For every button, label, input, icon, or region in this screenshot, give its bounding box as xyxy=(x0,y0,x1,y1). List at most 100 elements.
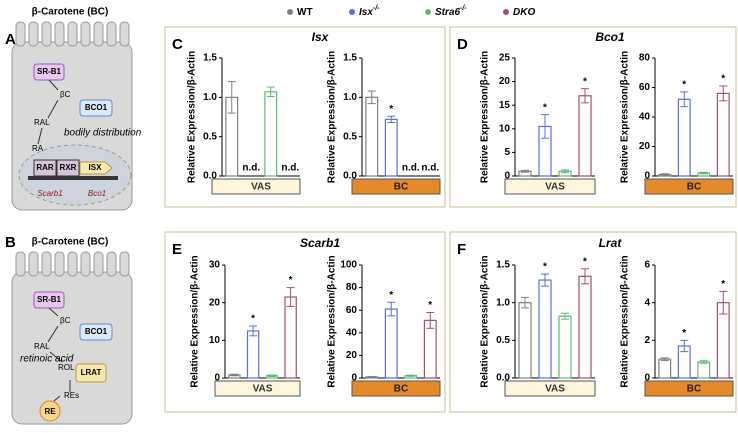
y-tick-label: 4 xyxy=(644,297,650,308)
y-tick-label: 25 xyxy=(499,53,511,64)
label: retinoic acid xyxy=(20,354,74,365)
bar xyxy=(578,95,592,177)
label: βC xyxy=(60,316,71,325)
y-tick-label: 0.5 xyxy=(496,335,510,346)
annotation: * xyxy=(682,80,686,91)
error-bar xyxy=(406,374,415,377)
label: bodily distribution xyxy=(64,128,142,139)
y-tick-label: 20 xyxy=(639,141,651,152)
annotation: n.d. xyxy=(421,163,439,174)
y-tick-label: 1.5 xyxy=(496,260,510,271)
error-bar xyxy=(581,88,589,104)
y-tick-label: 0 xyxy=(644,373,650,384)
error-bar xyxy=(561,312,569,320)
error-bar xyxy=(660,173,669,176)
annotation: n.d. xyxy=(281,163,299,174)
y-axis-label: Relative Expression/β-Actin xyxy=(190,255,201,387)
legend-marker xyxy=(349,9,355,15)
error-bar xyxy=(387,301,396,317)
panel-label: C xyxy=(172,36,183,53)
y-tick-label: 0 xyxy=(351,373,357,384)
x-label-box xyxy=(211,178,301,195)
bar xyxy=(384,308,398,379)
diagram-a: A β-Carotene (BC) SR-B1 βC BCO1 RAL bodi… xyxy=(5,7,142,211)
bar xyxy=(658,358,672,379)
x-axis-label: VAS xyxy=(253,384,273,395)
error-bar xyxy=(249,325,258,337)
bar xyxy=(716,92,730,177)
legend-marker xyxy=(503,9,509,15)
legend-sup: -/- xyxy=(460,5,467,12)
y-axis-label: Relative Expression/β-Actin xyxy=(327,51,338,183)
y-tick-label: 0.5 xyxy=(203,131,217,142)
y-tick-label: 80 xyxy=(639,53,651,64)
y-tick-label: 0.5 xyxy=(343,131,357,142)
y-tick-label: 20 xyxy=(209,297,221,308)
error-bar xyxy=(541,114,549,139)
panel-title: Scarb1 xyxy=(300,236,340,250)
x-axis-label: BC xyxy=(687,384,701,395)
annotation: * xyxy=(543,262,547,273)
y-tick-label: 100 xyxy=(340,260,357,271)
error-bar xyxy=(541,273,549,287)
y-tick-label: 1.0 xyxy=(496,297,510,308)
legend-name: DKO xyxy=(513,7,535,18)
y-tick-label: 40 xyxy=(346,327,358,338)
error-bar xyxy=(367,376,376,378)
box xyxy=(79,99,113,117)
bar xyxy=(384,118,398,177)
annotation: * xyxy=(251,314,255,325)
cell xyxy=(11,271,133,425)
y-tick-label: 60 xyxy=(346,305,358,316)
annotation: * xyxy=(583,256,587,267)
y-axis-label: Relative Expression/β-Actin xyxy=(620,51,631,183)
label: Scarb1 xyxy=(37,189,62,198)
x-axis-label: BC xyxy=(394,182,408,193)
label: BCO1 xyxy=(85,327,108,336)
y-tick-label: 0.0 xyxy=(343,171,357,182)
y-tick-label: 15 xyxy=(499,100,511,111)
annotation: * xyxy=(428,300,432,311)
panel-label: E xyxy=(172,241,182,258)
bar xyxy=(284,296,297,379)
diagram-title: β-Carotene (BC) xyxy=(32,7,109,18)
error-bar xyxy=(561,169,569,174)
y-tick-label: 20 xyxy=(499,76,511,87)
arrows xyxy=(37,79,59,145)
y-tick-label: 20 xyxy=(346,350,358,361)
y-tick-label: 0 xyxy=(504,171,510,182)
villi xyxy=(15,251,130,277)
y-axis-label: Relative Expression/β-Actin xyxy=(480,255,491,387)
label: REs xyxy=(64,391,79,400)
legend-label: WT xyxy=(297,7,313,18)
error-bar xyxy=(719,85,728,102)
villi xyxy=(15,21,130,47)
y-tick-label: 10 xyxy=(209,335,221,346)
panel-label: D xyxy=(457,36,468,53)
x-axis-label: BC xyxy=(687,182,701,193)
x-label-box xyxy=(504,380,596,397)
y-tick-label: 30 xyxy=(209,260,221,271)
y-tick-label: 1.0 xyxy=(343,92,357,103)
y-tick-label: 0.0 xyxy=(203,171,217,182)
bar xyxy=(677,98,691,177)
label: SR-B1 xyxy=(37,295,62,304)
bar xyxy=(365,96,379,177)
panel-title: Lrat xyxy=(599,236,623,250)
label: RE xyxy=(44,407,56,416)
panel-label: B xyxy=(5,234,16,251)
legend-marker xyxy=(425,9,431,15)
legend-name: Stra6 xyxy=(435,7,460,18)
y-axis-label: Relative Expression/β-Actin xyxy=(480,51,491,183)
error-bar xyxy=(387,115,396,124)
error-bar xyxy=(266,86,275,98)
x-label-box xyxy=(351,178,441,195)
bar xyxy=(264,91,278,177)
label: Bco1 xyxy=(88,189,106,198)
y-tick-label: 6 xyxy=(644,260,650,271)
bar xyxy=(697,361,711,379)
label: SR-B1 xyxy=(37,67,62,76)
error-bar xyxy=(699,171,708,175)
y-axis-label: Relative Expression/β-Actin xyxy=(327,255,338,387)
